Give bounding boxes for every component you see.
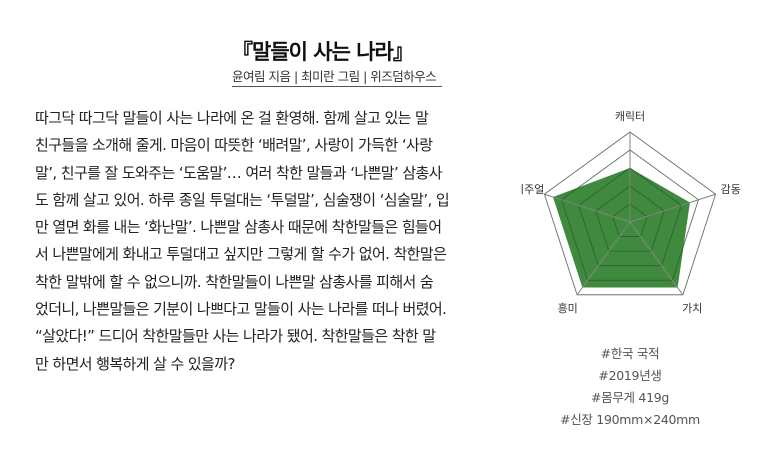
description-line: 착한 말밖에 할 수 없으니까. 착한말들이 나쁜말 삼총사를 피해서 숨 [35, 272, 434, 291]
spoke-overlay [576, 221, 631, 296]
description-line: 만 열면 화를 내는 ‘화난말’. 나쁜말 삼총사 때문에 착한말들은 힘들어 [35, 218, 442, 237]
grid-ring-overlay [612, 203, 648, 237]
description-line: 따그닥 따그닥 말들이 사는 나라에 온 걸 환영해. 함께 살고 있는 말 [35, 109, 429, 127]
description-line: 었더니, 나쁜말들은 기분이 나쁘다고 말들이 사는 나라를 떠나 버렸어. [35, 300, 447, 319]
grid-ring-overlay [595, 185, 665, 252]
tag-nationality: #한국 국적 [600, 346, 660, 361]
axis-label: 감동 [721, 183, 741, 196]
spoke-overlay [629, 193, 716, 223]
tag-size: #신장 190mm×240mm [560, 412, 700, 427]
axis-label: 캐릭터 [615, 110, 645, 123]
axis-label: 흥미 [558, 301, 578, 315]
data-area [552, 168, 690, 288]
grid-ring-overlay [543, 131, 717, 296]
divider [232, 86, 442, 87]
tag-year: #2019년생 [598, 368, 662, 383]
description-line: 말’, 친구를 잘 도와주는 ‘도움말’… 여러 착한 말들과 ‘나쁜말’ 삼총… [35, 163, 443, 182]
spoke-overlay [544, 193, 631, 223]
description-line: 만 하면서 행복하게 살 수 있을까? [35, 354, 235, 373]
axis-label: 비주얼 [520, 182, 544, 196]
description-line: 친구들을 소개해 줄게. 마음이 따뜻한 ‘배려말’, 사랑이 가득한 ‘사랑 [35, 136, 433, 155]
description-line: 서 나쁜말에게 화내고 투덜대고 싶지만 그렇게 할 수가 없어. 착한말은 [35, 245, 447, 264]
book-title: 『말들이 사는 나라』 [232, 40, 414, 64]
book-credits: 윤여림 지음 | 최미란 그림 | 위즈덤하우스 [232, 69, 437, 84]
tag-weight: #몸무게 419g [590, 390, 670, 405]
book-description: 따그닥 따그닥 말들이 사는 나라에 온 걸 환영해. 함께 살고 있는 말 친… [35, 105, 505, 378]
description-line: 도 함께 살고 있어. 하루 종일 투덜대는 ‘투덜말’, 심술쟁이 ‘심술말’… [35, 190, 450, 209]
grid-ring-overlay [578, 167, 682, 267]
book-tags: #한국 국적 #2019년생 #몸무게 419g #신장 190mm×240mm [560, 343, 700, 431]
spoke-overlay [629, 221, 684, 296]
description-line: “살았다!” 드디어 착한말들만 사는 나라가 됐어. 착한말들은 착한 말 [35, 327, 436, 346]
axis-label: 가치 [682, 302, 702, 315]
grid-ring-overlay [561, 149, 699, 281]
